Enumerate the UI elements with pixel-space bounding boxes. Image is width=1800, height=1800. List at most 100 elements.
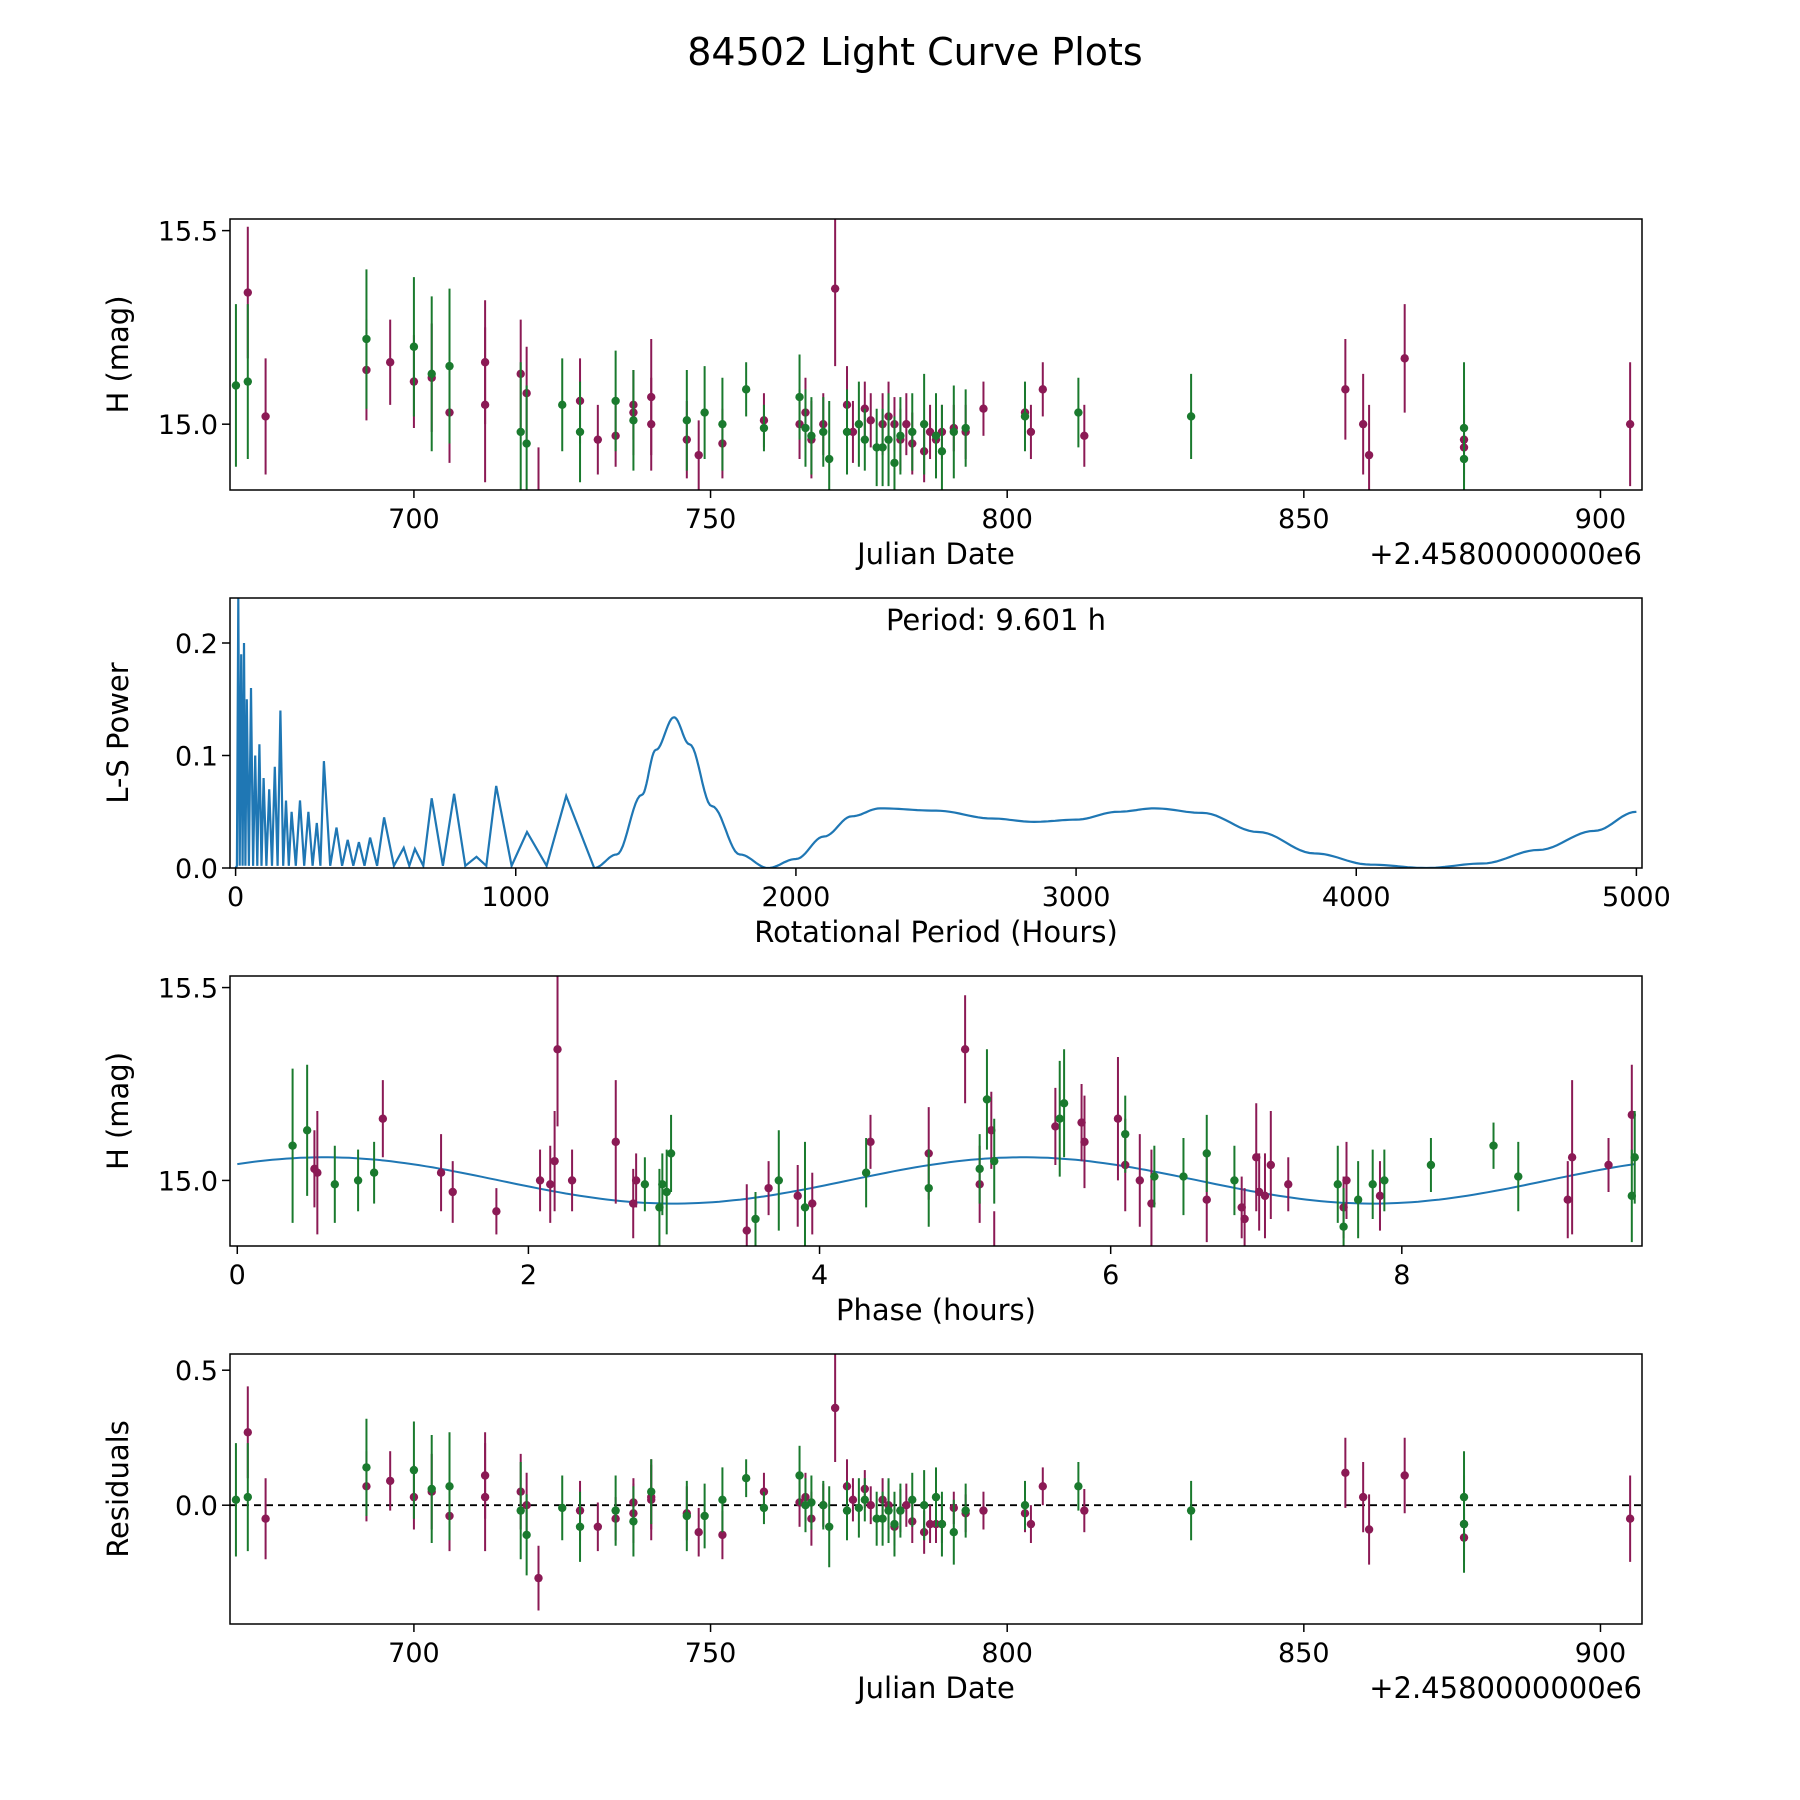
data-point (1179, 1172, 1188, 1181)
data-point (1038, 1482, 1047, 1491)
x-tick-label: 700 (388, 1638, 440, 1669)
data-point (1567, 1153, 1577, 1162)
data-point (884, 435, 893, 444)
data-point (445, 1482, 454, 1491)
data-point (629, 1517, 638, 1526)
data-point (1074, 408, 1083, 417)
data-point (800, 1203, 810, 1212)
data-point (872, 443, 881, 452)
data-point (902, 419, 911, 429)
lightcurve-panel: 700 750 800 850 900 15.0 15.5 Julian Date H (mag… (101, 217, 1643, 571)
data-point (385, 1476, 395, 1486)
data-point (243, 1428, 252, 1437)
data-point (522, 439, 531, 448)
data-point (1284, 1180, 1293, 1189)
fit-curve (237, 1156, 1636, 1205)
data-point (353, 1176, 363, 1185)
data-point (231, 1495, 241, 1505)
data-point (807, 1498, 816, 1507)
data-point (567, 1176, 577, 1185)
x-tick-label: 2000 (762, 882, 831, 913)
data-point (700, 1511, 709, 1521)
data-point (949, 427, 958, 437)
data-point (682, 1511, 692, 1521)
data-point (427, 369, 436, 379)
data-point (718, 419, 727, 429)
data-point (808, 1199, 817, 1208)
data-point (1055, 1114, 1064, 1123)
data-point (558, 400, 567, 410)
data-point (1625, 419, 1635, 429)
period-annotation: Period: 9.601 h (886, 603, 1106, 637)
data-point (330, 1180, 340, 1189)
data-point (480, 1492, 490, 1502)
data-point (982, 1095, 992, 1104)
data-point (1341, 1468, 1350, 1478)
data-point (931, 431, 941, 440)
x-tick-label: 750 (685, 504, 737, 535)
data-point (1080, 431, 1089, 440)
data-point (1020, 412, 1030, 421)
data-point (1364, 450, 1374, 460)
data-point (878, 1514, 887, 1523)
data-point (878, 443, 887, 452)
x-tick-label: 900 (1575, 504, 1627, 535)
data-point (640, 1180, 650, 1189)
data-point (861, 1168, 871, 1177)
data-point (516, 1506, 525, 1515)
x-tick-label: 800 (981, 1638, 1033, 1669)
plot-frame (229, 597, 1643, 869)
x-tick-label: 4 (811, 1260, 828, 1291)
x-axis-label: Julian Date (855, 1671, 1015, 1705)
x-axis-label: Julian Date (855, 537, 1015, 571)
data-point (611, 1506, 620, 1515)
data-point (1375, 1191, 1385, 1201)
data-point (1380, 1176, 1389, 1185)
data-point (1230, 1176, 1239, 1185)
data-point (1260, 1191, 1270, 1201)
x-tick-label: 2 (520, 1260, 537, 1291)
data-point (1353, 1195, 1363, 1204)
data-point (1563, 1195, 1572, 1204)
data-point (1358, 1492, 1368, 1502)
y-axis-label: H (mag) (101, 295, 135, 413)
data-point (522, 1530, 531, 1540)
data-point (546, 1180, 555, 1189)
data-point (759, 423, 769, 433)
data-point (1202, 1149, 1211, 1158)
data-point (774, 1176, 783, 1185)
data-point (860, 1495, 870, 1505)
data-point (741, 1474, 751, 1483)
data-point (243, 377, 252, 386)
data-point (302, 1126, 312, 1135)
data-point (795, 392, 804, 402)
data-point (575, 1522, 585, 1532)
data-point (427, 1484, 436, 1494)
x-tick-label: 3000 (1042, 882, 1111, 913)
data-point (949, 1528, 958, 1537)
data-point (694, 1528, 703, 1537)
data-point (741, 385, 751, 394)
data-point (409, 342, 419, 351)
data-point (908, 1495, 917, 1505)
data-point (1630, 1153, 1639, 1162)
data-point (492, 1207, 501, 1216)
data-point (575, 427, 585, 437)
data-point (1240, 1214, 1249, 1224)
x-tick-label: 0 (227, 882, 244, 913)
plot-area (237, 976, 1639, 1246)
y-tick-label: 15.5 (158, 974, 218, 1005)
data-point (1080, 1506, 1089, 1515)
x-axis-label: Rotational Period (Hours) (754, 915, 1118, 949)
plot-frame (229, 975, 1643, 1247)
data-point (1038, 385, 1047, 394)
data-point (647, 419, 656, 429)
data-point (961, 1506, 970, 1515)
data-point (662, 1187, 671, 1197)
data-point (1426, 1160, 1436, 1170)
data-point (1186, 412, 1196, 421)
data-point (960, 1045, 970, 1054)
phased-panel: 0 2 4 6 8 15.0 15.5 Phase (hours) H (mag) (101, 974, 1643, 1327)
data-point (866, 1137, 875, 1147)
